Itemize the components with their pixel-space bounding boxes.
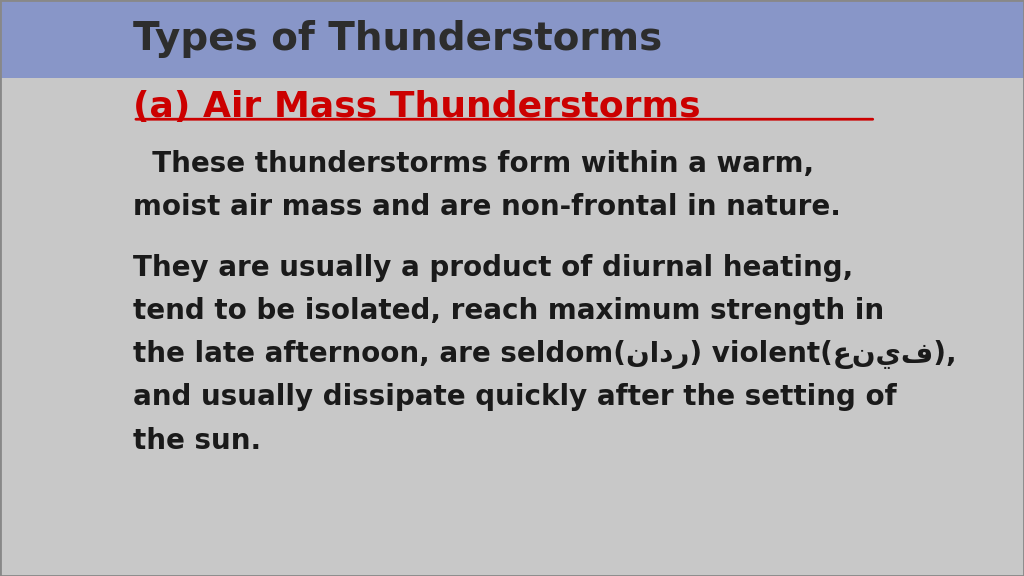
Text: Types of Thunderstorms: Types of Thunderstorms <box>133 20 663 58</box>
Text: the late afternoon, are seldom(نادر) violent(عنيف),: the late afternoon, are seldom(نادر) vio… <box>133 340 956 369</box>
Text: (a) Air Mass Thunderstorms: (a) Air Mass Thunderstorms <box>133 89 700 124</box>
Text: tend to be isolated, reach maximum strength in: tend to be isolated, reach maximum stren… <box>133 297 885 325</box>
Text: They are usually a product of diurnal heating,: They are usually a product of diurnal he… <box>133 254 853 282</box>
Text: moist air mass and are non-frontal in nature.: moist air mass and are non-frontal in na… <box>133 194 841 221</box>
FancyBboxPatch shape <box>0 0 1024 78</box>
Text: and usually dissipate quickly after the setting of: and usually dissipate quickly after the … <box>133 384 897 411</box>
FancyBboxPatch shape <box>0 78 1024 576</box>
Text: These thunderstorms form within a warm,: These thunderstorms form within a warm, <box>133 150 814 178</box>
Text: the sun.: the sun. <box>133 427 261 454</box>
